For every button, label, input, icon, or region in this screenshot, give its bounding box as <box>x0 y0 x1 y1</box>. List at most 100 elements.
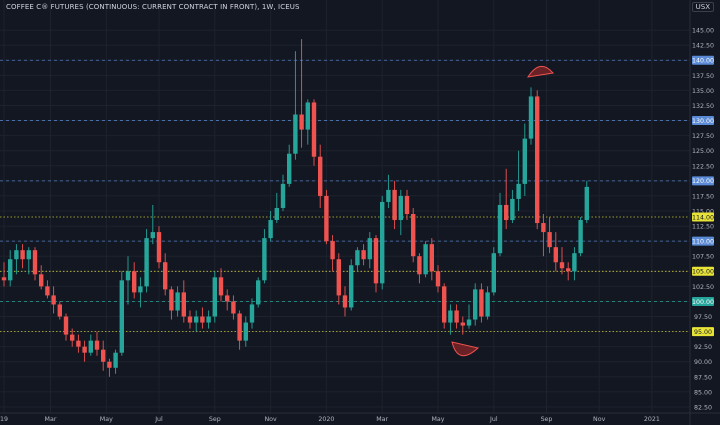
candle-down[interactable] <box>442 283 447 329</box>
candle-up[interactable] <box>584 180 589 224</box>
candle-down[interactable] <box>559 247 565 275</box>
candle-down[interactable] <box>70 328 75 347</box>
candle-down[interactable] <box>553 232 558 272</box>
candle-up[interactable] <box>243 316 248 347</box>
candle-up[interactable] <box>522 123 527 196</box>
candle-up[interactable] <box>206 310 211 329</box>
candle-up[interactable] <box>125 256 131 305</box>
candle-up[interactable] <box>380 195 385 290</box>
candle-down[interactable] <box>101 340 106 371</box>
candle-up[interactable] <box>249 298 255 329</box>
candle-down[interactable] <box>39 265 44 290</box>
candle-down[interactable] <box>373 235 379 293</box>
candle-down[interactable] <box>504 168 509 230</box>
candle-up[interactable] <box>305 99 310 145</box>
candle-down[interactable] <box>411 207 416 263</box>
candle-up[interactable] <box>473 283 478 326</box>
candle-up[interactable] <box>466 304 472 329</box>
candle-up[interactable] <box>14 244 19 275</box>
candle-up[interactable] <box>256 277 261 308</box>
candle-up[interactable] <box>528 87 534 145</box>
candle-up[interactable] <box>355 247 360 272</box>
candle-down[interactable] <box>156 226 162 269</box>
candle-up[interactable] <box>485 286 490 320</box>
candle-down[interactable] <box>454 304 459 329</box>
candle-down[interactable] <box>541 214 546 257</box>
candle-down[interactable] <box>404 189 410 221</box>
candle-down[interactable] <box>32 247 38 281</box>
candle-down[interactable] <box>225 289 230 311</box>
candle-down[interactable] <box>460 316 465 335</box>
candle-up[interactable] <box>572 247 577 281</box>
candle-down[interactable] <box>392 180 397 230</box>
candle-down[interactable] <box>435 265 441 293</box>
candle-down[interactable] <box>479 283 484 323</box>
candle-up[interactable] <box>88 334 93 356</box>
candle-body <box>212 277 217 317</box>
candle-down[interactable] <box>63 313 69 341</box>
candle-down[interactable] <box>200 307 205 329</box>
candle-down[interactable] <box>429 238 434 281</box>
candle-up[interactable] <box>578 217 583 257</box>
candle-down[interactable] <box>169 286 174 320</box>
candle-down[interactable] <box>51 286 56 314</box>
candle-down[interactable] <box>535 90 540 230</box>
currency-button[interactable]: USX <box>691 2 714 12</box>
candle-up[interactable] <box>138 277 143 308</box>
candle-up[interactable] <box>386 174 391 208</box>
candle-up[interactable] <box>194 310 199 332</box>
candle-down[interactable] <box>237 310 242 350</box>
candle-body <box>88 340 93 353</box>
candle-down[interactable] <box>107 358 112 377</box>
candle-down[interactable] <box>417 253 422 284</box>
candle-down[interactable] <box>82 340 87 362</box>
candle-down[interactable] <box>163 253 168 296</box>
candle-down[interactable] <box>76 334 81 353</box>
candle-down[interactable] <box>330 235 335 272</box>
candle-body <box>367 238 372 260</box>
candle-up[interactable] <box>349 259 354 311</box>
candle-up[interactable] <box>287 144 292 187</box>
candle-down[interactable] <box>361 244 366 266</box>
candle-up[interactable] <box>26 247 31 275</box>
candle-up[interactable] <box>510 189 515 224</box>
candle-up[interactable] <box>150 204 155 245</box>
candle-up[interactable] <box>113 349 118 374</box>
candle-down[interactable] <box>132 262 137 299</box>
candle-down[interactable] <box>318 144 323 208</box>
candle-down[interactable] <box>342 286 348 317</box>
candle-down[interactable] <box>57 301 62 320</box>
candle-up[interactable] <box>175 286 180 317</box>
candle-up[interactable] <box>293 51 298 160</box>
candle-down[interactable] <box>218 268 224 302</box>
candle-down[interactable] <box>311 99 317 166</box>
candle-down[interactable] <box>187 310 193 329</box>
candle-up[interactable] <box>367 232 372 269</box>
candle-up[interactable] <box>212 271 217 323</box>
candle-down[interactable] <box>94 331 100 356</box>
candle-down[interactable] <box>20 244 25 269</box>
candle-up[interactable] <box>423 241 428 278</box>
candle-up[interactable] <box>280 174 286 211</box>
candle-down[interactable] <box>299 39 304 148</box>
candle-up[interactable] <box>8 250 13 287</box>
candle-up[interactable] <box>268 210 273 242</box>
candle-down[interactable] <box>45 280 50 299</box>
candle-up[interactable] <box>516 150 521 211</box>
candle-up[interactable] <box>398 189 403 236</box>
candle-up[interactable] <box>491 247 496 296</box>
candle-down[interactable] <box>181 280 186 323</box>
candle-down[interactable] <box>231 295 236 320</box>
candle-up[interactable] <box>448 304 453 335</box>
candle-up[interactable] <box>144 229 149 293</box>
candle-down[interactable] <box>566 262 571 281</box>
candle-down[interactable] <box>324 189 329 245</box>
candle-down[interactable] <box>1 262 7 287</box>
candle-up[interactable] <box>262 229 267 284</box>
candle-up[interactable] <box>497 192 503 257</box>
candle-down[interactable] <box>547 217 552 254</box>
candle-up[interactable] <box>119 271 124 356</box>
candle-up[interactable] <box>274 192 279 224</box>
candle-down[interactable] <box>336 253 341 305</box>
